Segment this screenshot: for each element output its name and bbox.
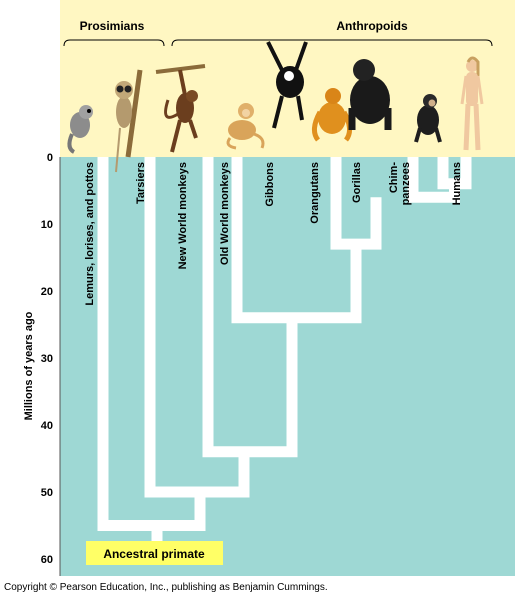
taxon-label-tarsiers: Tarsiers: [135, 162, 147, 204]
taxon-label-lemurs: Lemurs, lorises, and pottos: [84, 162, 96, 306]
y-axis-title: Millions of years ago: [23, 311, 35, 420]
taxon-labels: Lemurs, lorises, and pottos Tarsiers New W…: [84, 162, 463, 306]
taxon-label-chimpanzees: Chim-: [388, 162, 400, 194]
phylogenetic-tree: [97, 157, 472, 563]
new-world-monkey-icon: [155, 64, 206, 153]
prosimians-label: Prosimians: [80, 19, 145, 33]
taxon-label-gibbons: Gibbons: [264, 162, 276, 207]
animal-illustrations: [67, 41, 484, 173]
branch-old-world: [202, 157, 298, 458]
anthropoids-label: Anthropoids: [336, 19, 408, 33]
y-tick-label: 20: [41, 286, 53, 298]
ancestral-primate-box: [86, 541, 223, 565]
taxon-label-gorillas: Gorillas: [351, 162, 363, 203]
taxon-label-humans: Humans: [451, 162, 463, 205]
y-tick-label: 10: [41, 219, 53, 231]
y-tick-label: 60: [41, 554, 53, 566]
branch-gorilla: [407, 157, 460, 203]
gibbon-icon: [266, 41, 308, 129]
y-tick-label: 50: [41, 487, 53, 499]
gorilla-icon: [348, 59, 392, 130]
old-world-monkey-icon: [226, 103, 265, 150]
human-icon: [460, 56, 484, 151]
copyright-notice: Copyright © Pearson Education, Inc., pub…: [4, 582, 328, 593]
taxon-label-orangutans: Orangutans: [309, 162, 321, 224]
orangutan-icon: [312, 88, 352, 142]
taxon-label-old-world-monkeys: Old World monkeys: [219, 162, 231, 265]
lemur-icon: [67, 105, 93, 154]
prosimians-bracket: [63, 39, 165, 47]
y-axis-ticks: 0 10 20 30 40 50 60: [41, 152, 53, 566]
taxon-label-new-world-monkeys: New World monkeys: [177, 162, 189, 269]
y-tick-label: 30: [41, 353, 53, 365]
y-tick-label: 40: [41, 420, 53, 432]
y-tick-label: 0: [47, 152, 53, 164]
anthropoids-bracket: [171, 39, 493, 47]
tarsier-icon: [115, 69, 143, 173]
taxon-label-chimpanzees: panzees: [400, 162, 412, 205]
ancestral-primate-label: Ancestral primate: [103, 547, 205, 561]
chimpanzee-icon: [414, 94, 442, 143]
